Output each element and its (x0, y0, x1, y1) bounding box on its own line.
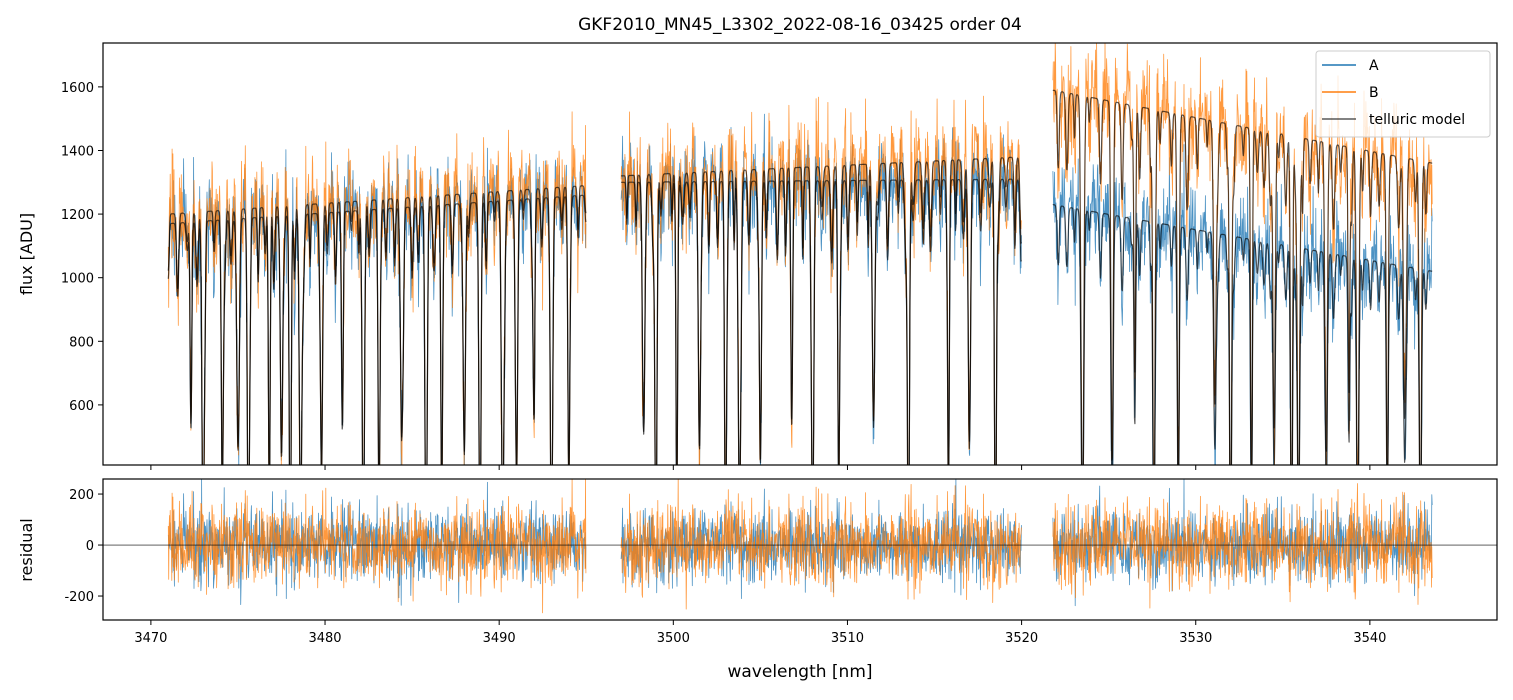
residual-ylabel: residual (17, 518, 36, 581)
x-tick-label: 3540 (1353, 631, 1386, 646)
y-tick-label: 600 (69, 399, 94, 414)
flux-ylabel: flux [ADU] (17, 213, 36, 295)
x-tick-label: 3510 (831, 631, 864, 646)
flux-axes-frame (102, 42, 1498, 466)
y-tick-label: 1200 (61, 208, 94, 223)
telluric-model-B (167, 89, 1433, 465)
x-tick-label: 3520 (1005, 631, 1038, 646)
series-B-residual (167, 479, 1433, 614)
residual-axes-frame (102, 478, 1498, 621)
chart-title: GKF2010_MN45_L3302_2022-08-16_03425 orde… (578, 15, 1022, 35)
legend-label-model: telluric model (1369, 112, 1465, 128)
x-tick-label: 3490 (483, 631, 516, 646)
y-tick-label: 800 (69, 335, 94, 350)
legend-label-B: B (1369, 85, 1379, 101)
y-tick-label: 1000 (61, 272, 94, 287)
y-tick-label: -200 (64, 590, 94, 605)
x-tick-label: 3480 (308, 631, 341, 646)
x-axis-label: wavelength [nm] (727, 662, 872, 682)
legend-label-A: A (1369, 58, 1379, 74)
y-tick-label: 1400 (61, 144, 94, 159)
y-tick-label: 0 (86, 539, 94, 554)
x-tick-label: 3530 (1179, 631, 1212, 646)
series-B-flux (167, 43, 1433, 465)
y-tick-label: 200 (69, 488, 94, 503)
x-tick-label: 3470 (134, 631, 167, 646)
y-tick-label: 1600 (61, 81, 94, 96)
legend: A B telluric model (1315, 50, 1491, 138)
x-tick-label: 3500 (657, 631, 690, 646)
